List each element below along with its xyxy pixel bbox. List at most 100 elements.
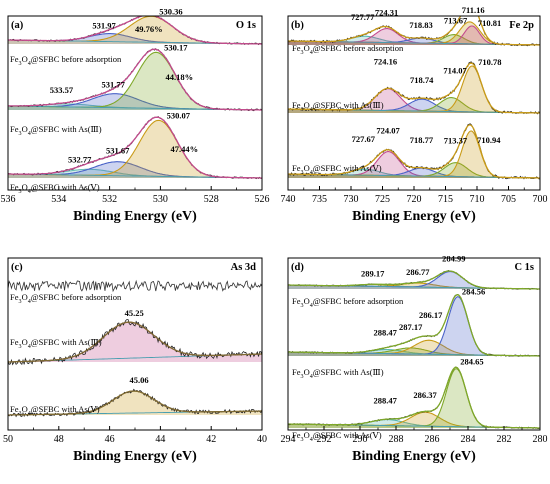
xps-panel-a: 531.97 530.36 49.76% Fe3O4@SFBC before adso… [1,6,270,224]
sample-label: Fe3O4@SFBC before adsorption [10,292,122,305]
fitted-envelope [8,116,262,179]
panel-label: (c) [11,262,23,273]
component-fill [8,104,262,110]
x-tick-label: 532 [102,194,117,205]
peak-value: 531.67 [106,146,130,156]
x-tick-label: 526 [255,194,270,205]
x-tick-label: 40 [257,434,267,445]
sample-label: Fe3O4@SFBC with As(Ⅲ) [10,337,102,350]
peak-value: 724.07 [376,126,400,136]
x-tick-label: 735 [312,194,327,205]
peak-value: 531.77 [101,80,125,90]
x-tick-label: 50 [3,434,13,445]
x-tick-label: 720 [407,194,422,205]
peak-value: 284.65 [460,357,483,367]
area-ratio: 49.76% [135,24,163,34]
peak-value: 710.78 [478,57,501,67]
peak-value: 289.17 [361,268,385,278]
peak-value: 45.06 [129,375,148,385]
sample-label: Fe3O4@SFBC before adsorption [292,296,404,309]
x-axis-title: Binding Energy (eV) [73,449,197,464]
x-tick-label: 292 [317,434,332,445]
component-fill [288,97,540,113]
curve-group [8,16,262,180]
component-fill [288,347,540,356]
x-tick-label: 284 [461,434,476,445]
panel-label: (d) [291,262,304,273]
x-tick-label: 48 [54,434,64,445]
peak-value: 724.31 [375,8,398,18]
x-tick-label: 740 [281,194,296,205]
panel-title: C 1s [514,262,534,273]
peak-value: 718.83 [409,20,432,30]
x-tick-label: 282 [497,434,512,445]
sample-label: Fe3O4@SFBC before adsorption [10,54,122,67]
peak-value: 286.17 [419,310,443,320]
panel-label: (b) [291,20,304,31]
x-tick-label: 288 [389,434,404,445]
peak-value: 718.74 [410,75,434,85]
x-tick-label: 700 [533,194,548,205]
peak-value: 284.99 [442,254,465,264]
component-fill [288,169,540,178]
component-fill [8,52,262,110]
component-fill [288,99,540,113]
peak-value: 533.57 [50,85,74,95]
peak-value: 284.56 [462,287,485,297]
component-fill [8,16,262,44]
area-ratio: 44.18% [165,72,193,82]
curve-group [8,279,262,418]
peak-value: 286.37 [413,390,437,400]
x-tick-label: 534 [51,194,66,205]
x-tick-label: 280 [533,434,548,445]
component-fill [288,349,540,356]
peak-value: 710.94 [477,135,501,145]
fitted-envelope [8,16,262,45]
fitted-envelope [288,366,540,429]
peak-value: 45.25 [125,308,144,318]
peak-value: 714.07 [443,66,467,76]
peak-value: 718.77 [410,135,434,145]
sample-label: Fe3O4@SFBC with As(Ⅴ) [10,182,100,195]
x-axis-title: Binding Energy (eV) [352,449,476,464]
panel-label: (a) [11,20,24,31]
peak-value: 727.77 [351,12,375,22]
fitted-envelope [288,294,540,357]
peak-value: 532.77 [68,154,92,164]
component-fill [288,419,540,428]
area-ratio: 47.44% [171,144,199,154]
component-fill [288,130,540,178]
curve-group [288,270,540,430]
peak-value: 724.16 [374,57,397,67]
peak-value: 286.77 [406,267,430,277]
x-tick-label: 42 [206,434,216,445]
sample-label: Fe3O4@SFBC with As(Ⅴ) [10,404,100,417]
component-fill [288,412,540,428]
x-tick-label: 290 [353,434,368,445]
sample-label: Fe3O4@SFBC with As(Ⅲ) [10,124,102,137]
sample-label: Fe3O4@SFBC with As(Ⅲ) [292,100,384,113]
peak-value: 710.81 [478,18,501,28]
x-tick-label: 536 [1,194,16,205]
component-fill [288,271,540,289]
x-tick-label: 44 [155,434,165,445]
sample-label: Fe3O4@SFBC before adsorption [292,43,404,56]
component-fill [288,88,540,113]
x-axis-title: Binding Energy (eV) [352,209,476,224]
sample-label: Fe3O4@SFBC with As(Ⅲ) [292,367,384,380]
component-fill [288,66,540,113]
x-tick-label: 710 [470,194,485,205]
component-fill [8,120,262,178]
peak-value: 711.16 [462,5,485,15]
component-fill [8,322,262,362]
xps-panel-d: 289.17 286.77 284.99 Fe3O4@SFBC before adso… [281,254,548,464]
sample-label: Fe3O4@SFBC with As(Ⅴ) [292,430,382,443]
fitted-envelope [288,270,540,290]
x-tick-label: 286 [425,434,440,445]
x-tick-label: 705 [501,194,516,205]
sample-label: Fe3O4@SFBC with As(Ⅴ) [292,163,382,176]
peak-value: 288.47 [374,396,398,406]
